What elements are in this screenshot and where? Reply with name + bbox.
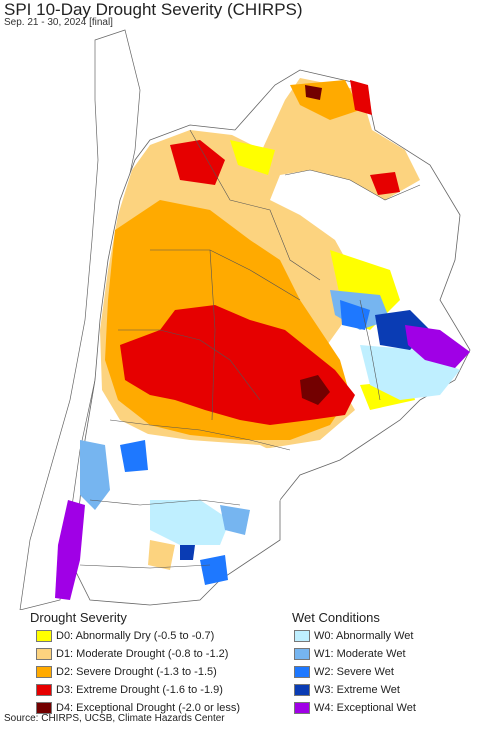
legend-swatch [36, 648, 52, 660]
legend-item-d4: D4: Exceptional Drought (-2.0 or less) [36, 699, 240, 717]
legend-item-d2: D2: Severe Drought (-1.3 to -1.5) [36, 663, 240, 681]
w2-area [340, 300, 370, 330]
legend-label: W2: Severe Wet [314, 666, 394, 678]
legend-label: W3: Extreme Wet [314, 684, 400, 696]
chile-region [19, 29, 141, 610]
legend-label: D2: Severe Drought (-1.3 to -1.5) [56, 666, 217, 678]
legend-label: W0: Abnormally Wet [314, 630, 414, 642]
d3-area [120, 305, 355, 425]
legend-swatch [294, 702, 310, 714]
legend-swatch [36, 666, 52, 678]
drought-map [19, 29, 471, 610]
source-credit: Source: CHIRPS, UCSB, Climate Hazards Ce… [4, 713, 225, 724]
drought-legend-heading: Drought Severity [30, 610, 127, 625]
legend-label: D0: Abnormally Dry (-0.5 to -0.7) [56, 630, 215, 642]
legend-swatch [294, 666, 310, 678]
legend-item-w1: W1: Moderate Wet [294, 645, 416, 663]
d4-area [300, 375, 330, 405]
map-title: SPI 10-Day Drought Severity (CHIRPS) [4, 0, 303, 19]
legend-item-w4: W4: Exceptional Wet [294, 699, 416, 717]
wet-legend-heading: Wet Conditions [292, 610, 380, 625]
legend-label: W4: Exceptional Wet [314, 702, 416, 714]
legend-swatch [36, 684, 52, 696]
legend-item-d0: D0: Abnormally Dry (-0.5 to -0.7) [36, 627, 240, 645]
legend-label: D1: Moderate Drought (-0.8 to -1.2) [56, 648, 229, 660]
legend-label: D3: Extreme Drought (-1.6 to -1.9) [56, 684, 223, 696]
legend-swatch [294, 648, 310, 660]
legend-item-d3: D3: Extreme Drought (-1.6 to -1.9) [36, 681, 240, 699]
legend-item-w2: W2: Severe Wet [294, 663, 416, 681]
legend-swatch [294, 684, 310, 696]
legend-swatch [36, 702, 52, 714]
map-subtitle: Sep. 21 - 30, 2024 [final] [4, 17, 113, 28]
legend-item-w0: W0: Abnormally Wet [294, 627, 416, 645]
legend-swatch [36, 630, 52, 642]
legend-item-d1: D1: Moderate Drought (-0.8 to -1.2) [36, 645, 240, 663]
w4-area [405, 325, 470, 368]
legend-label: W1: Moderate Wet [314, 648, 406, 660]
legend-swatch [294, 630, 310, 642]
legend-item-w3: W3: Extreme Wet [294, 681, 416, 699]
legend-label: D4: Exceptional Drought (-2.0 or less) [56, 702, 241, 714]
wet-legend: Wet Conditions W0: Abnormally Wet W1: Mo… [292, 610, 416, 717]
drought-legend: Drought Severity D0: Abnormally Dry (-0.… [30, 610, 240, 717]
